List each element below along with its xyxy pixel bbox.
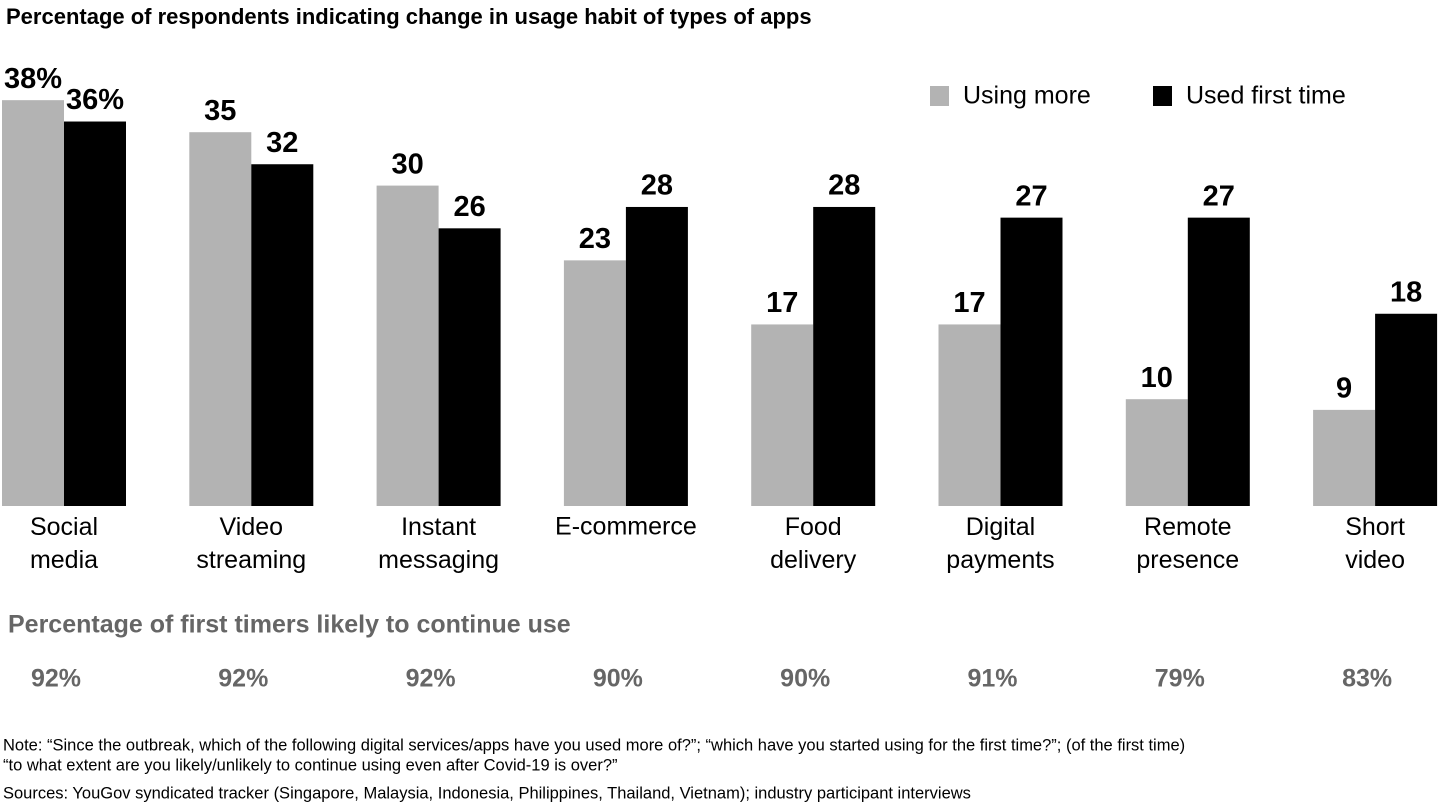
bar <box>251 164 314 507</box>
continue-pct: 91% <box>967 665 1017 693</box>
bar <box>625 206 688 506</box>
x-tick-label: Remote presence <box>1136 513 1239 574</box>
data-label: 27 <box>1203 180 1235 212</box>
note: Note: “Since the outbreak, which of the … <box>3 736 1185 754</box>
bar <box>1187 217 1250 506</box>
subtitle: Percentage of first timers likely to con… <box>8 611 571 639</box>
x-tick-label: Food delivery <box>770 513 857 574</box>
x-tick-label: Video streaming <box>196 513 306 574</box>
bar <box>813 206 876 506</box>
bar <box>64 121 126 507</box>
legend-label: Used first time <box>1186 82 1346 110</box>
x-tick-label: Instant messaging <box>378 513 499 574</box>
bar <box>938 324 1001 506</box>
legend-label: Using more <box>963 82 1091 110</box>
data-label: 9 <box>1336 373 1352 405</box>
bar <box>1375 313 1438 506</box>
x-tick-label: Short video <box>1345 513 1405 574</box>
bar <box>563 260 626 506</box>
data-label: 28 <box>828 170 860 202</box>
chart-title: Percentage of respondents indicating cha… <box>6 4 812 29</box>
x-tick-label: Digital payments <box>946 513 1054 574</box>
data-label: 10 <box>1141 362 1173 394</box>
data-label: 26 <box>453 191 485 223</box>
continue-pct: 79% <box>1155 665 1205 693</box>
data-label: 35 <box>204 95 236 127</box>
bar <box>2 100 64 506</box>
data-label: 17 <box>953 287 985 319</box>
continue-pct: 92% <box>31 665 81 693</box>
bar <box>1000 217 1063 506</box>
bar <box>438 228 501 506</box>
data-label: 36% <box>66 84 124 116</box>
data-label: 23 <box>579 223 611 255</box>
x-tick-label: Social media <box>30 513 98 574</box>
data-label: 18 <box>1390 276 1422 308</box>
continue-pct: 90% <box>780 665 830 693</box>
bar <box>1313 409 1376 506</box>
continue-pct: 83% <box>1342 665 1392 693</box>
bar <box>376 185 439 506</box>
legend-swatch <box>930 86 949 106</box>
legend-swatch <box>1153 86 1172 106</box>
data-label: 27 <box>1015 180 1047 212</box>
source: Sources: YouGov syndicated tracker (Sing… <box>3 784 971 802</box>
continue-pct: 90% <box>593 665 643 693</box>
data-label: 28 <box>641 170 673 202</box>
x-tick-label: E-commerce <box>555 513 697 541</box>
data-label: 17 <box>766 287 798 319</box>
bar <box>751 324 814 506</box>
bar <box>189 132 252 506</box>
data-label: 30 <box>391 148 423 180</box>
continue-pct: 92% <box>406 665 456 693</box>
data-label: 38% <box>4 63 62 95</box>
data-label: 32 <box>266 127 298 159</box>
continue-pct: 92% <box>218 665 268 693</box>
note: “to what extent are you likely/unlikely … <box>3 756 618 774</box>
bar <box>1125 399 1188 506</box>
